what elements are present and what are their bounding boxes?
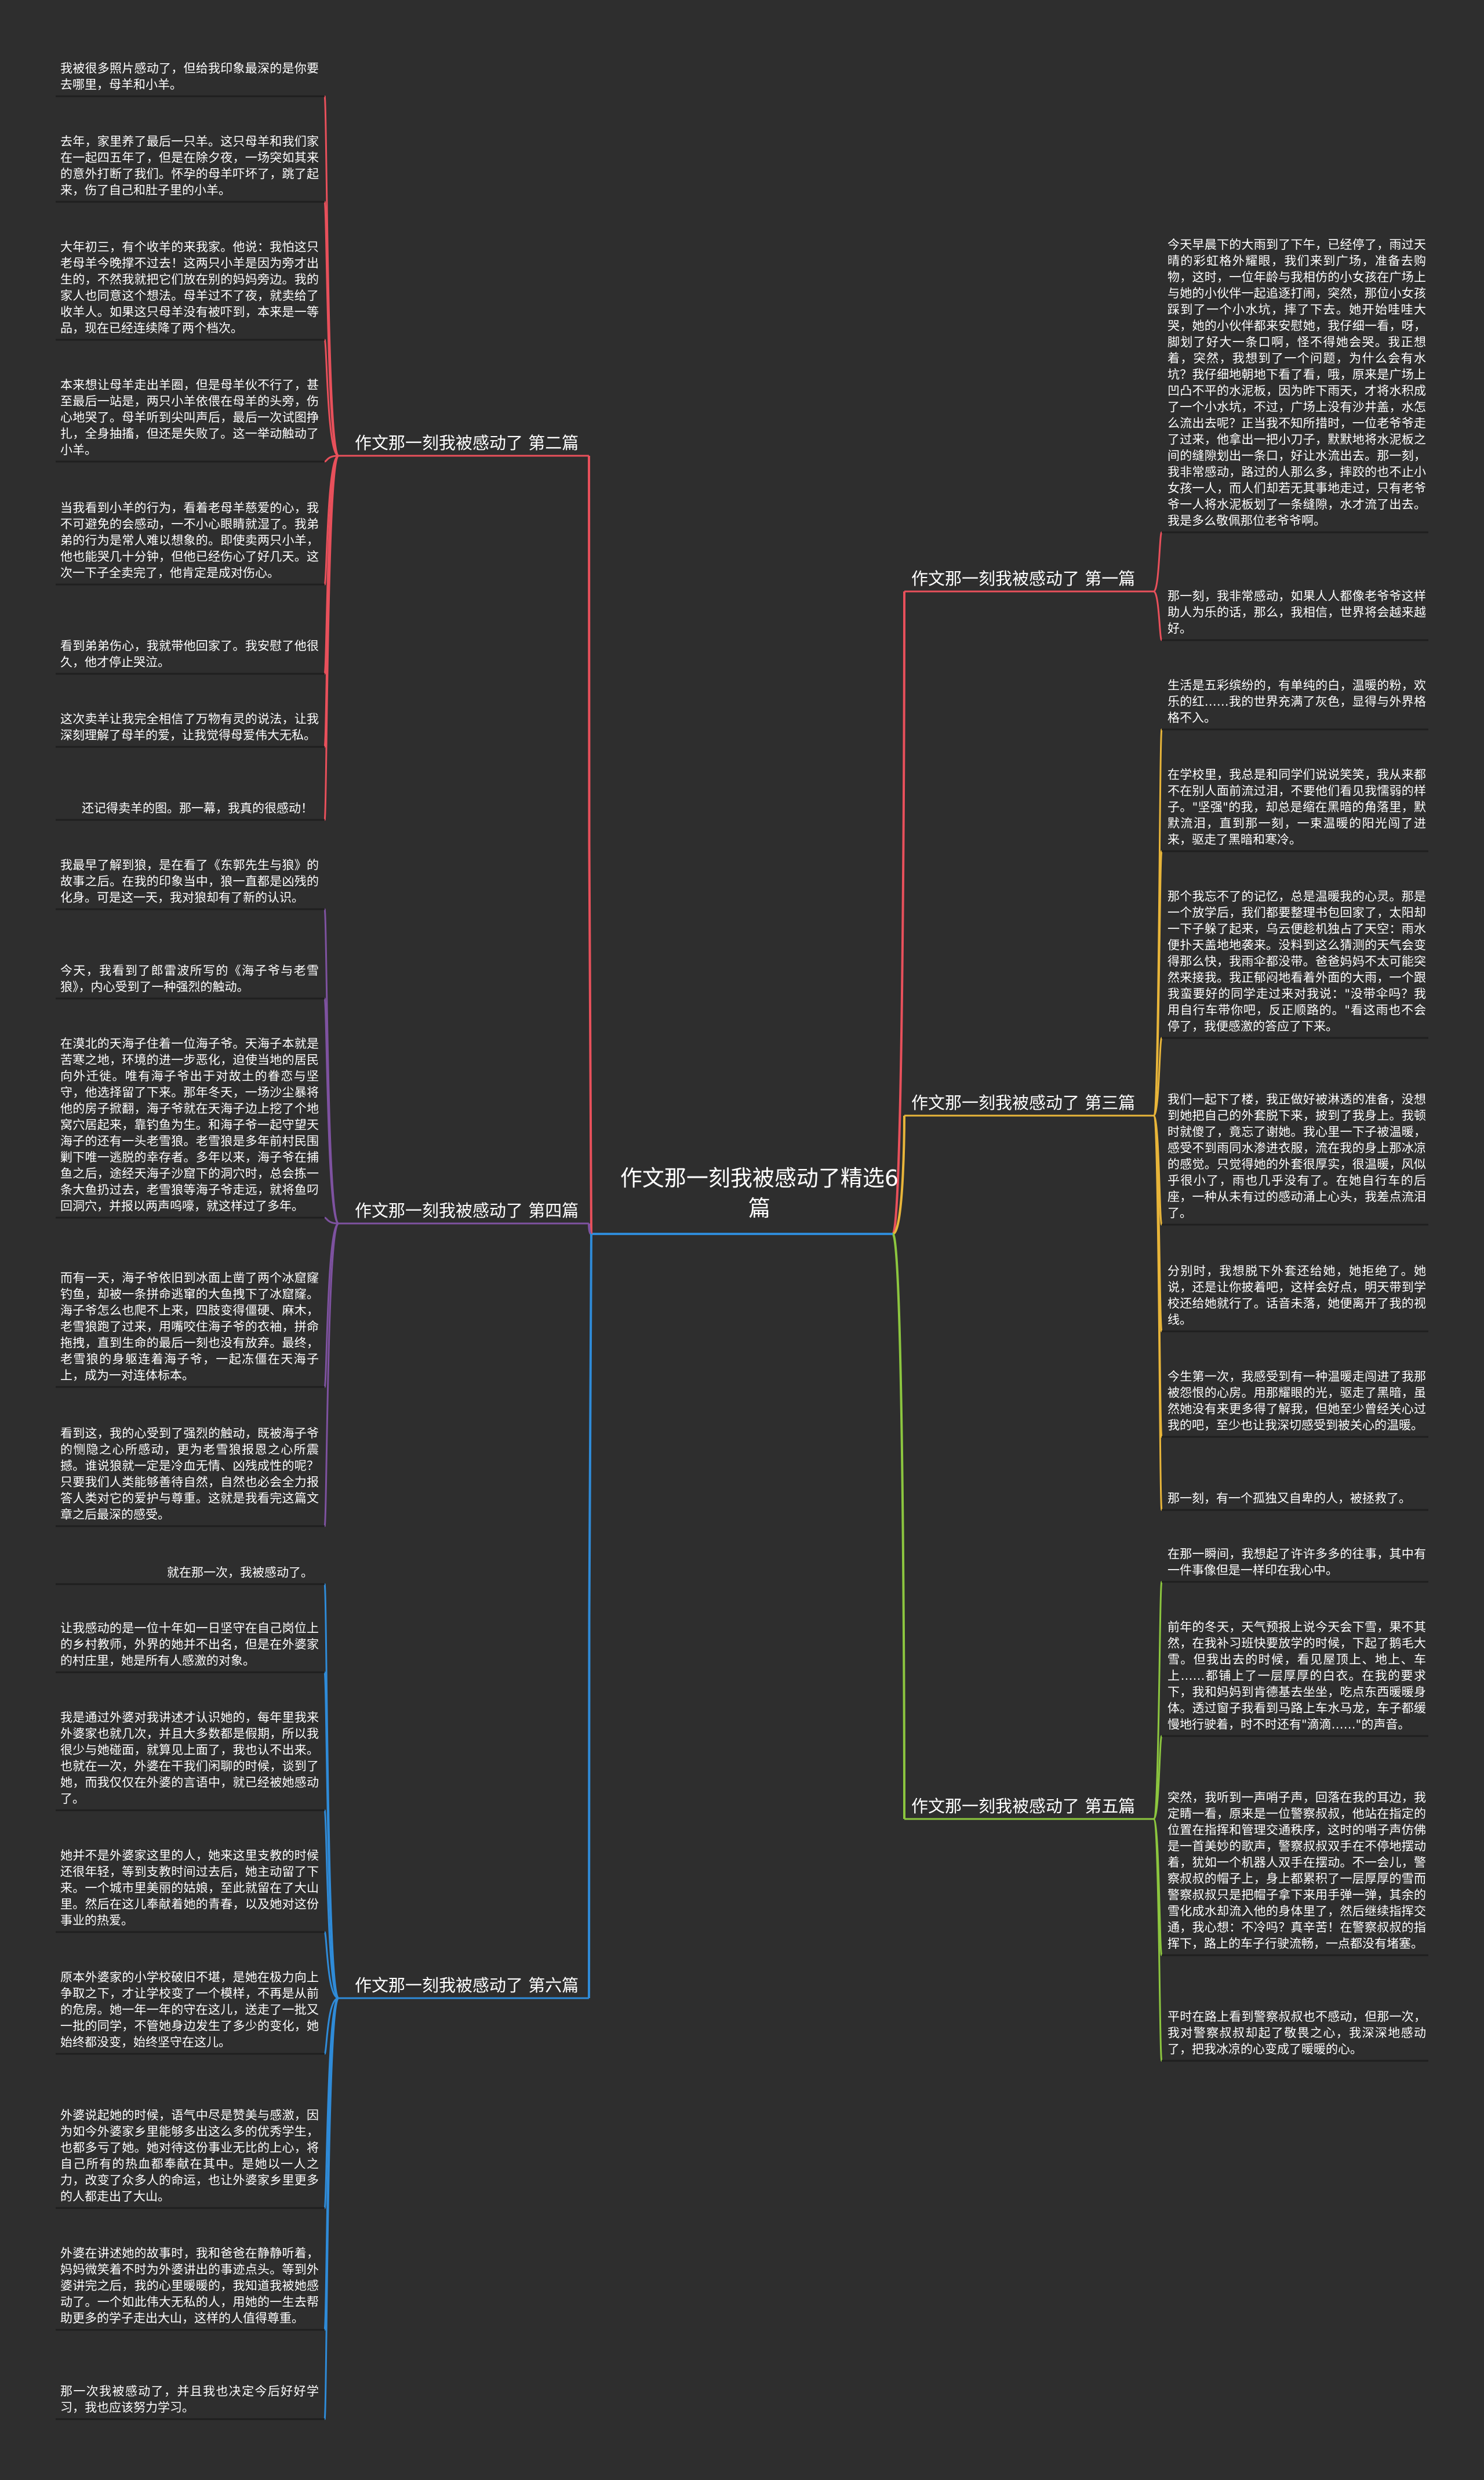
leaf-2-8: 还记得卖羊的图。那一幕，我真的很感动！: [82, 801, 313, 815]
branch-link-5: [892, 1233, 905, 1820]
leaf-4-3: 在漠北的天海子住着一位海子爷。天海子本就是苦寒之地，环境的进一步恶化，迫使当地的…: [60, 1037, 319, 1213]
leaf-2-6: 看到弟弟伤心，我就带他回家了。我安慰了他很久，他才停止哭泣。: [60, 639, 319, 669]
leaf-5-4: 平时在路上看到警察叔叔也不感动，但那一次，我对警察叔叔却起了敬畏之心，我深深地感…: [1167, 2010, 1426, 2056]
leaf-link-1-2: [1152, 590, 1163, 641]
leaf-link-6-1: [323, 1583, 340, 1999]
leaf-link-3-7: [1152, 1114, 1163, 1511]
leaf-2-2: 去年，家里养了最后一只羊。这只母羊和我们家在一起四五年了，但是在除夕夜，一场突如…: [60, 135, 319, 197]
leaf-link-6-3: [323, 1809, 340, 1999]
leaf-link-4-3: [324, 1217, 339, 1225]
leaf-6-2: 让我感动的是一位十年如一日坚守在自己岗位上的乡村教师，外界的她并不出名，但是在外…: [60, 1621, 319, 1668]
leaf-1-1: 今天早晨下的大雨到了下午，已经停了，雨过天晴的彩虹格外耀眼，我们来到广场，准备去…: [1167, 238, 1426, 528]
leaf-3-2: 在学校里，我总是和同学们说说笑笑，我从来都不在别人面前流过泪，不要他们看见我懦弱…: [1167, 768, 1426, 847]
branch-title-6[interactable]: 作文那一刻我被感动了 第六篇: [355, 1976, 579, 1995]
leaf-link-6-5: [323, 1997, 339, 2055]
leaf-link-6-6: [323, 1997, 340, 2209]
branch-title-5[interactable]: 作文那一刻我被感动了 第五篇: [911, 1796, 1136, 1816]
leaf-link-2-1: [323, 95, 340, 457]
leaf-5-3: 突然，我听到一声哨子声，回落在我的耳边，我定睛一看，原来是一位警察叔叔，他站在指…: [1167, 1791, 1426, 1951]
leaf-link-6-2: [323, 1671, 340, 1999]
leaf-4-4: 而有一天，海子爷依旧到冰面上凿了两个冰窟窿钓鱼，却被一条拼命逃窜的大鱼拽下了冰窟…: [60, 1271, 319, 1382]
leaf-link-5-2: [1152, 1735, 1163, 1820]
leaf-2-3: 大年初三，有个收羊的来我家。他说：我怕这只老母羊今晚撑不过去！这两只小羊是因为旁…: [60, 240, 319, 335]
branch-link-1: [892, 591, 905, 1235]
leaf-6-6: 外婆说起她的时候，语气中尽是赞美与感激，因为如今外婆家乡里能够多出这么多的优秀学…: [60, 2108, 319, 2203]
leaf-3-4: 我们一起下了楼，我正做好被淋透的准备，没想到她把自己的外套脱下来，披到了我身上。…: [1167, 1092, 1426, 1220]
leaf-4-1: 我最早了解到狼，是在看了《东郭先生与狼》的故事之后。在我的印象当中，狼一直都是凶…: [60, 858, 319, 905]
leaf-link-4-1: [323, 908, 340, 1225]
leaf-link-1-1: [1152, 531, 1163, 593]
leaf-3-1: 生活是五彩缤纷的，有单纯的白，温暖的粉，欢乐的红……我的世界充满了灰色，显得与外…: [1167, 678, 1426, 725]
leaf-link-3-4: [1152, 1114, 1163, 1226]
leaf-6-5: 原本外婆家的小学校破旧不堪，是她在极力向上争取之下，才让学校变了一个模样，不再是…: [60, 1970, 319, 2049]
leaf-3-6: 今生第一次，我感受到有一种温暖走闯进了我那被怨恨的心房。用那耀眼的光，驱走了黑暗…: [1167, 1370, 1426, 1432]
leaf-5-1: 在那一瞬间，我想起了许许多多的往事，其中有一件事像但是一样印在我心中。: [1167, 1547, 1426, 1577]
leaf-link-3-3: [1152, 1037, 1163, 1117]
leaf-2-7: 这次卖羊让我完全相信了万物有灵的说法，让我深刻理解了母羊的爱，让我觉得母爱伟大无…: [60, 712, 319, 742]
leaf-link-2-8: [323, 455, 340, 821]
leaf-link-2-7: [323, 455, 340, 748]
leaf-6-8: 那一次我被感动了，并且我也决定今后好好学习，我也应该努力学习。: [60, 2384, 319, 2414]
branch-title-1[interactable]: 作文那一刻我被感动了 第一篇: [911, 569, 1136, 589]
leaf-4-5: 看到这，我的心受到了强烈的触动，既被海子爷的恻隐之心所感动，更为老雪狼报恩之心所…: [60, 1426, 319, 1522]
leaf-6-1: 就在那一次，我被感动了。: [167, 1566, 313, 1579]
leaf-1-2: 那一刻，我非常感动，如果人人都像老爷爷这样助人为乐的话，那么，我相信，世界将会越…: [1167, 589, 1426, 636]
leaf-5-2: 前年的冬天，天气预报上说今天会下雪，果不其然，在我补习班快要放学的时候，下起了鹅…: [1167, 1620, 1426, 1731]
leaf-link-6-4: [323, 1931, 339, 1999]
branch-title-2[interactable]: 作文那一刻我被感动了 第二篇: [355, 433, 579, 453]
leaf-link-4-2: [323, 997, 340, 1225]
leaf-link-2-4: [324, 455, 339, 463]
leaf-4-2: 今天，我看到了郎雷波所写的《海子爷与老雪狼》，内心受到了一种强烈的触动。: [60, 964, 319, 994]
leaf-link-5-1: [1152, 1581, 1163, 1820]
leaf-link-2-6: [323, 455, 340, 675]
branch-title-3[interactable]: 作文那一刻我被感动了 第三篇: [911, 1093, 1136, 1113]
leaf-link-3-5: [1152, 1114, 1163, 1332]
leaf-link-2-2: [323, 201, 340, 457]
branch-link-6: [588, 1233, 592, 1999]
root-topic[interactable]: 作文那一刻我被感动了精选6篇: [620, 1165, 899, 1221]
leaf-link-5-3: [1152, 1818, 1163, 1956]
leaf-link-3-2: [1152, 850, 1163, 1117]
leaf-link-6-8: [323, 1997, 340, 2420]
leaf-link-2-3: [323, 339, 339, 457]
leaf-2-4: 本来想让母羊走出羊圈，但是母羊伙不行了，甚至最后一站是，两只小羊依偎在母羊的头旁…: [60, 378, 319, 457]
branch-link-2: [588, 455, 592, 1235]
leaf-2-5: 当我看到小羊的行为，看着老母羊慈爱的心，我不可避免的会感动，一不小心眼睛就湿了。…: [60, 501, 319, 580]
leaf-link-5-4: [1152, 1818, 1163, 2062]
branch-title-4[interactable]: 作文那一刻我被感动了 第四篇: [355, 1201, 579, 1221]
leaf-link-2-5: [323, 455, 339, 586]
leaf-link-3-1: [1152, 728, 1163, 1117]
leaf-3-7: 那一刻，有一个孤独又自卑的人，被拯救了。: [1167, 1491, 1411, 1505]
leaf-6-4: 她并不是外婆家这里的人，她来这里支教的时候还很年轻，等到支教时间过去后，她主动留…: [60, 1849, 319, 1927]
leaf-link-3-6: [1152, 1114, 1163, 1438]
leaf-6-7: 外婆在讲述她的故事时，我和爸爸在静静听着，妈妈微笑着不时为外婆讲出的事迹点头。等…: [60, 2246, 319, 2325]
leaf-link-4-5: [323, 1222, 340, 1527]
leaf-6-3: 我是通过外婆对我讲述才认识她的，每年里我来外婆家也就几次，并且大多数都是假期，所…: [60, 1711, 319, 1806]
leaf-3-5: 分别时，我想脱下外套还给她，她拒绝了。她说，还是让你披着吧，这样会好点，明天带到…: [1167, 1264, 1426, 1327]
leaf-3-3: 那个我忘不了的记忆，总是温暖我的心灵。那是一个放学后，我们都要整理书包回家了，太…: [1167, 889, 1426, 1033]
leaf-2-1: 我被很多照片感动了，但给我印象最深的是你要去哪里，母羊和小羊。: [60, 61, 319, 92]
leaf-link-4-4: [323, 1222, 340, 1388]
branch-link-4: [588, 1223, 592, 1235]
leaf-link-6-7: [323, 1997, 340, 2331]
